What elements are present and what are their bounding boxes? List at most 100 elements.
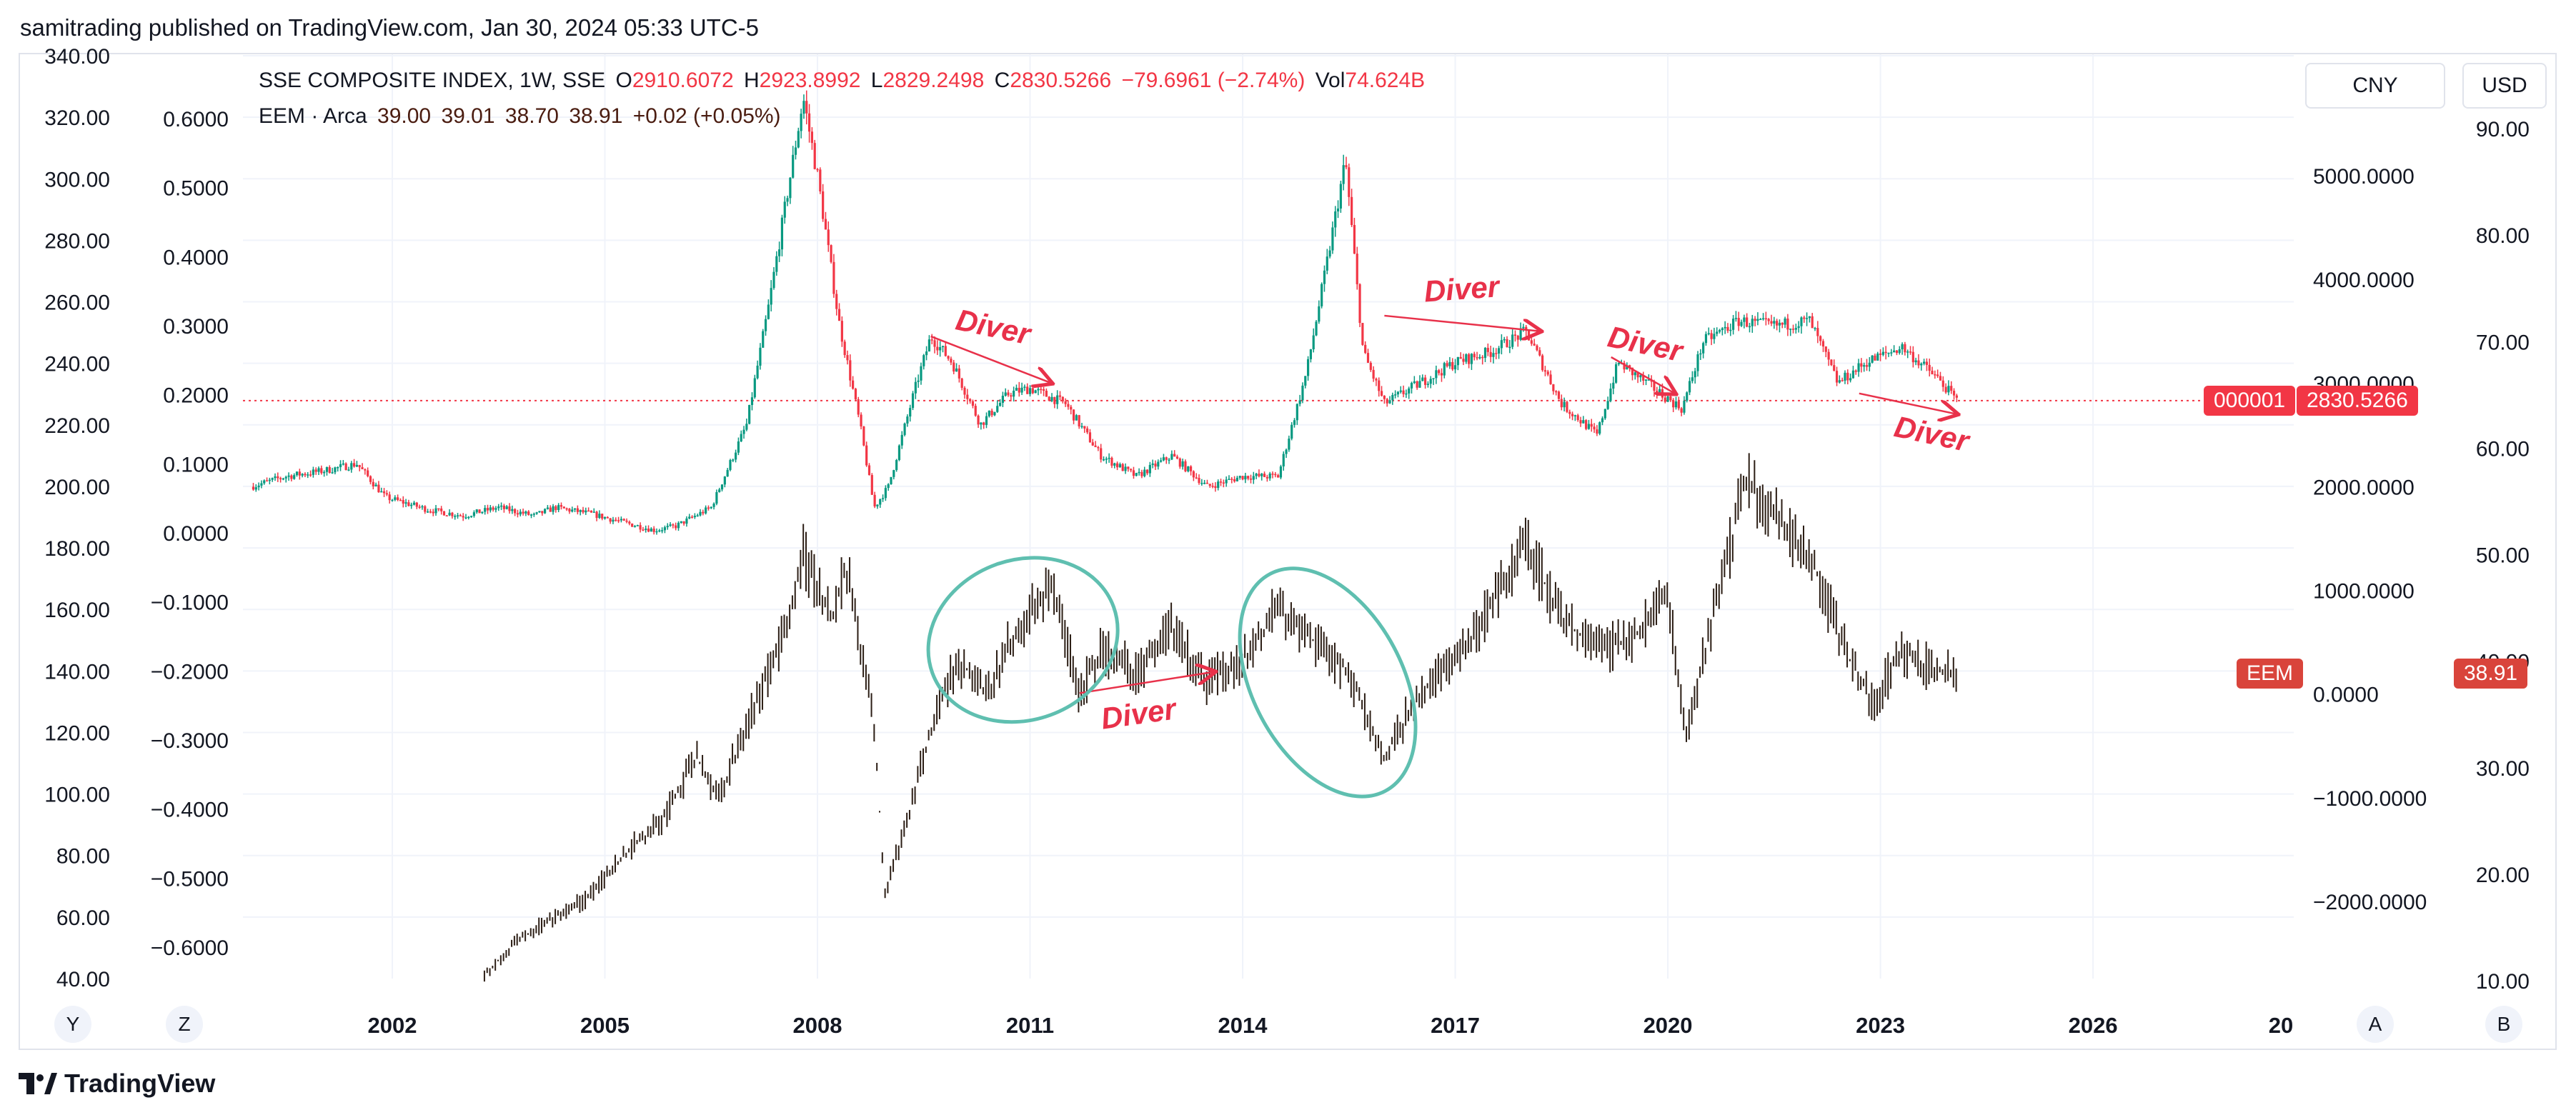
sse-candle-body bbox=[1072, 409, 1075, 421]
sse-candle-body bbox=[710, 506, 712, 509]
sse-candle-body bbox=[669, 524, 672, 526]
sse-candle-body bbox=[374, 484, 377, 486]
sse-candle-body bbox=[284, 476, 287, 479]
sse-candle-body bbox=[897, 445, 901, 460]
sse-candle-body bbox=[810, 131, 813, 144]
sse-candle-body bbox=[1020, 387, 1023, 393]
sse-candle-body bbox=[1432, 378, 1435, 379]
sse-candle-body bbox=[1353, 224, 1356, 254]
sse-candle-body bbox=[1887, 352, 1890, 354]
sse-candle-body bbox=[1285, 449, 1288, 454]
sse-candle-body bbox=[1225, 479, 1228, 484]
sse-candle-body bbox=[1865, 365, 1869, 367]
sse-candle-body bbox=[1522, 326, 1525, 329]
currency-usd-button[interactable]: USD bbox=[2462, 63, 2547, 109]
divergence-label: Diver bbox=[1423, 269, 1502, 308]
sse-candle-body bbox=[1598, 422, 1601, 434]
sse-candle-body bbox=[295, 471, 299, 476]
axis-a-button[interactable]: A bbox=[2357, 1006, 2394, 1043]
sse-candle-body bbox=[1656, 391, 1659, 393]
tradingview-brand[interactable]: TradingView bbox=[19, 1069, 215, 1099]
sse-candle-body bbox=[1192, 471, 1195, 478]
sse-candle-body bbox=[1205, 482, 1209, 484]
sse-candle-body bbox=[257, 485, 260, 488]
sse-candle-body bbox=[928, 339, 931, 352]
far-right-tick-label: 30.00 bbox=[2476, 757, 2530, 781]
sse-candle-body bbox=[1435, 370, 1438, 379]
sse-candle-body bbox=[827, 229, 830, 246]
far-right-tick-label: 70.00 bbox=[2476, 331, 2530, 354]
sse-candle-body bbox=[1151, 463, 1154, 465]
sse-candle-body bbox=[1647, 379, 1650, 381]
currency-cny-button[interactable]: CNY bbox=[2305, 63, 2445, 109]
sse-candle-body bbox=[271, 478, 274, 480]
sse-candle-body bbox=[1318, 306, 1321, 322]
sse-candle-body bbox=[508, 506, 511, 511]
sse-legend[interactable]: SSE COMPOSITE INDEX, 1W, SSE O2910.6072 … bbox=[259, 69, 1429, 93]
sse-candle-body bbox=[1339, 184, 1342, 209]
eem-legend[interactable]: EEM · Arca 39.00 39.01 38.70 38.91 +0.02… bbox=[259, 104, 785, 129]
axis-b-button[interactable]: B bbox=[2485, 1006, 2522, 1043]
sse-candle-body bbox=[1258, 474, 1260, 476]
far-left-tick-label: 120.00 bbox=[44, 721, 110, 745]
sse-candle-body bbox=[1115, 463, 1119, 468]
sse-candle-body bbox=[494, 508, 497, 510]
sse-candle-body bbox=[1304, 376, 1307, 386]
sse-candle-body bbox=[1898, 349, 1901, 354]
sse-candle-body bbox=[1263, 474, 1266, 477]
eem-high: 39.01 bbox=[441, 104, 495, 128]
sse-candle-body bbox=[1914, 360, 1917, 363]
sse-candle-body bbox=[1478, 356, 1481, 359]
sse-candle-body bbox=[1511, 334, 1514, 347]
sse-candle-body bbox=[317, 468, 320, 472]
sse-candle-body bbox=[442, 511, 446, 516]
sse-candle-body bbox=[867, 465, 871, 476]
sse-candle-body bbox=[263, 480, 266, 484]
sse-candle-body bbox=[309, 474, 312, 476]
sse-candle-body bbox=[1931, 371, 1934, 375]
sse-candle-body bbox=[789, 177, 792, 199]
sse-candle-body bbox=[382, 491, 386, 494]
sse-candle-body bbox=[1863, 365, 1866, 367]
sse-candle-body bbox=[1088, 432, 1092, 443]
chart-frame bbox=[19, 53, 2557, 1050]
sse-candle-body bbox=[1037, 389, 1040, 391]
sse-candle-body bbox=[522, 511, 524, 514]
sse-candle-body bbox=[715, 491, 718, 504]
sse-candle-body bbox=[532, 514, 535, 515]
sse-candle-body bbox=[1552, 384, 1555, 391]
sse-candle-body bbox=[448, 512, 451, 516]
sse-candle-body bbox=[1601, 418, 1604, 423]
sse-candle-body bbox=[1462, 359, 1465, 362]
sse-candle-body bbox=[342, 463, 344, 465]
sse-candle-body bbox=[1031, 388, 1034, 394]
sse-candle-body bbox=[1034, 390, 1037, 394]
sse-candle-body bbox=[990, 410, 993, 416]
sse-candle-body bbox=[1416, 381, 1418, 388]
sse-candle-body bbox=[1737, 318, 1740, 326]
sse-candle-body bbox=[977, 415, 980, 425]
sse-candle-body bbox=[1661, 389, 1664, 398]
sse-candle-body bbox=[337, 466, 339, 469]
sse-candle-body bbox=[1612, 382, 1615, 389]
sse-price-badge: 2830.5266 bbox=[2297, 386, 2418, 416]
sse-candle-body bbox=[1028, 388, 1032, 394]
sse-candle-body bbox=[1402, 390, 1405, 394]
sse-candle-body bbox=[1483, 347, 1487, 359]
sse-candle-body bbox=[941, 346, 945, 347]
sse-candle-body bbox=[816, 169, 819, 171]
sse-candle-body bbox=[881, 498, 885, 499]
left-tick-label: 0.4000 bbox=[163, 246, 229, 269]
sse-candle-body bbox=[1871, 355, 1874, 363]
far-left-tick-label: 80.00 bbox=[56, 845, 110, 869]
sse-candle-body bbox=[1536, 345, 1538, 351]
sse-candle-body bbox=[1950, 386, 1953, 391]
axis-z-button[interactable]: Z bbox=[166, 1006, 203, 1043]
sse-candle-body bbox=[1805, 318, 1809, 319]
sse-candle-body bbox=[1140, 471, 1143, 476]
axis-y-button[interactable]: Y bbox=[54, 1006, 91, 1043]
sse-candle-body bbox=[783, 201, 786, 218]
sse-candle-body bbox=[890, 476, 892, 484]
sse-candle-body bbox=[1674, 401, 1678, 408]
